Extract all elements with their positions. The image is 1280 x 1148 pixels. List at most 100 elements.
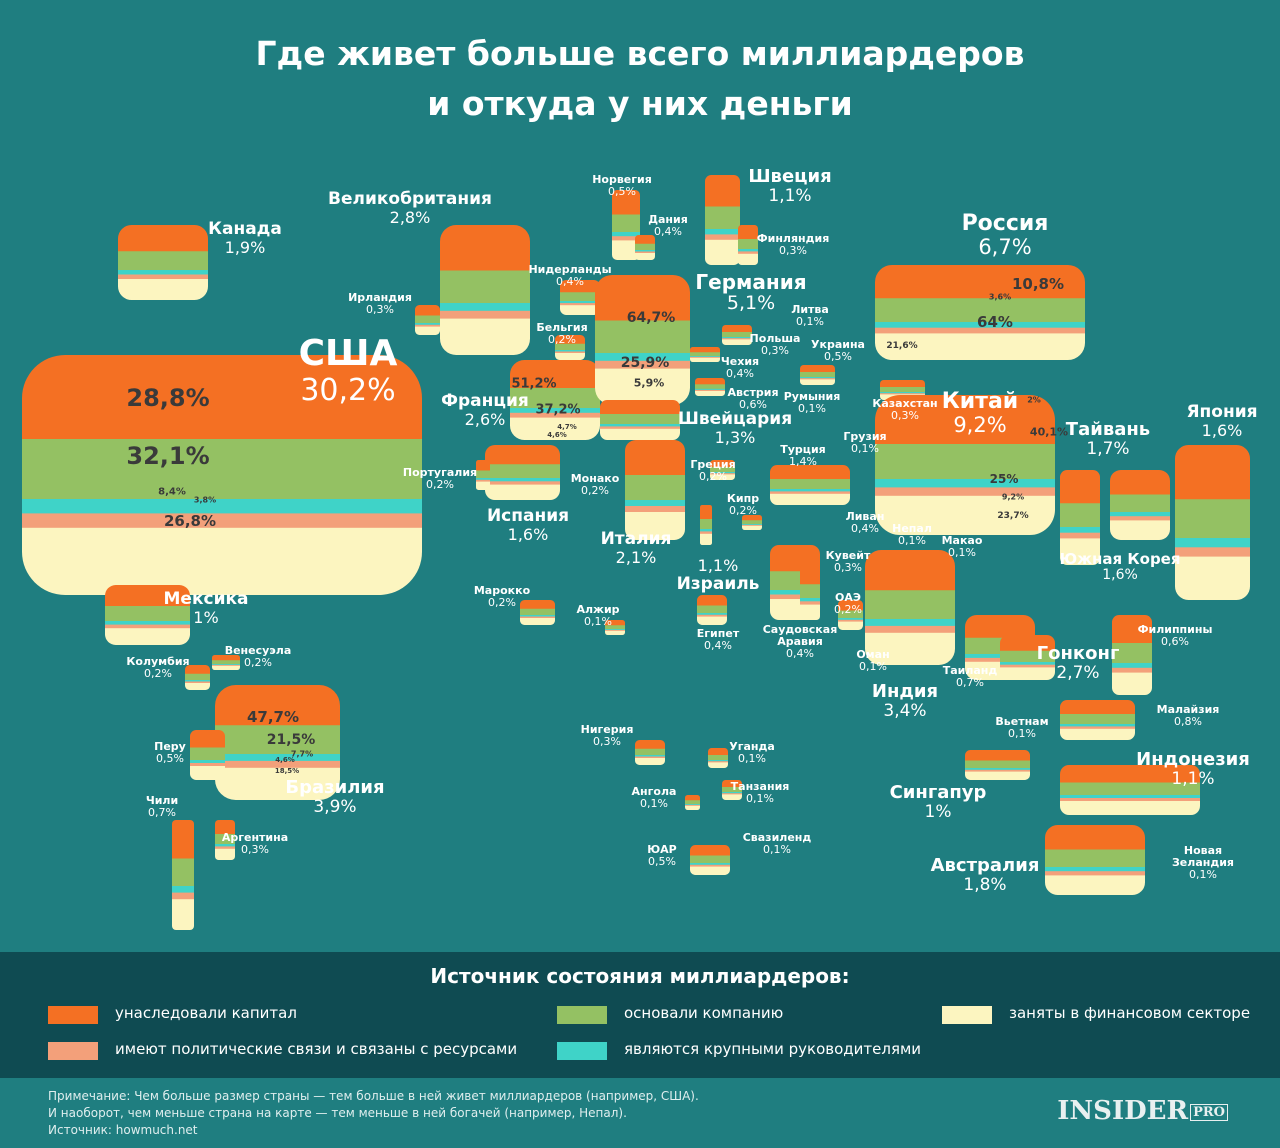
segment-label: 4,7% [557,423,577,431]
stripe [875,487,1055,497]
country-label: Филиппины 0,6% [1137,623,1213,648]
country-name: Таиланд [942,664,998,677]
stripe [212,665,240,670]
country-name: Япония [1186,402,1258,422]
stripe [708,762,728,768]
stripe [118,225,208,252]
stripe [1060,765,1200,783]
stripe [697,605,727,614]
country-name: Оман [856,648,890,661]
country-shape [212,655,240,670]
stripe [800,378,835,380]
country-shape [700,505,712,545]
country-label: Свазиленд 0,1% [743,831,812,857]
stripe [695,390,725,396]
country-share: 1,7% [1086,438,1130,459]
stripe [700,505,712,520]
stripe [555,350,585,352]
stripe [625,475,685,501]
stripe [105,628,190,645]
country-name: Макао [941,534,983,547]
stripe [742,524,762,526]
country-share: 0,1% [796,315,824,329]
stripe [738,225,758,240]
legend-title: Источник состояния миллиардеров: [430,964,850,988]
stripe [738,251,758,255]
stripe [560,280,600,293]
country-label: Новая Зеландия 0,1% [1158,844,1248,881]
stripe [770,489,850,492]
stripe [738,249,758,252]
stripe [600,424,680,427]
stripe [880,392,925,394]
country-name: Украина [811,338,865,351]
country-share: 0,2% [699,470,727,484]
country-label: Швейцария 1,3% [678,410,792,446]
stripe [722,338,752,340]
stripe [520,615,555,617]
stripe [705,239,740,265]
stripe [635,250,655,252]
stripe [875,298,1085,323]
country-share: 1% [193,607,219,627]
stripe [722,787,742,793]
stripe [838,600,863,611]
stripe [476,479,490,483]
country-share: 0,1% [584,615,612,629]
country-name: Филиппины [1137,623,1213,636]
segment-label: 8,4% [158,486,186,498]
segment-label: 4,6% [547,431,567,439]
country-name: Вьетнам [995,715,1049,728]
country-label: Тайвань 1,7% [1066,420,1150,458]
stripe [1112,667,1152,674]
stripe [722,337,752,339]
country-share: 1,1% [1171,768,1215,789]
country-name: Австрия [727,386,779,399]
country-label: Турция 1,4% [780,443,825,468]
stripe [1045,871,1145,876]
stripe [722,793,742,795]
country-label: Бразилия 3,9% [285,778,384,816]
country-label: Австрия 0,6% [727,386,779,411]
stripe [190,747,225,761]
country-share: 0,3% [366,303,394,317]
country-label: Германия 5,1% [695,271,806,314]
stripe [22,499,422,514]
country-share: 0,3% [761,344,789,358]
segment-label: 25,9% [620,355,670,371]
country-name: Израиль [676,573,760,594]
stripe [708,760,728,762]
country-share: 0,1% [763,843,791,857]
stripe [865,590,955,620]
country-name: ЮАР [647,843,677,856]
stripe [705,206,740,230]
country-label: США 30,2% [299,334,398,407]
country-shape [600,400,680,440]
country-name: Кипр [726,492,760,505]
stripe [742,524,762,527]
note-line: Примечание: Чем больше размер страны — т… [48,1089,699,1103]
stripe [560,301,600,304]
stripe [685,805,700,810]
stripe [190,730,225,748]
stripe [722,332,752,338]
stripe [838,618,863,621]
stripe [212,664,240,666]
stripe [697,595,727,606]
country-label: Литва 0,1% [791,303,829,329]
stripe [212,664,240,667]
stripe [476,478,490,481]
segment-label: 9,2% [1001,492,1025,502]
country-name: Гонконг [1036,643,1120,664]
legend-label: имеют политические связи и связаны с рес… [115,1040,518,1058]
stripe [172,820,194,859]
segment-label: 21,5% [266,732,316,748]
country-share: 1,6% [1102,566,1138,583]
country-share: 0,1% [851,442,879,456]
country-name: Греция [690,458,736,471]
country-label: Кувейт 0,3% [826,549,871,574]
segment-label: 3,8% [193,495,217,505]
stripe [1112,615,1152,644]
country-shape [1000,635,1055,680]
stripe [105,585,190,607]
